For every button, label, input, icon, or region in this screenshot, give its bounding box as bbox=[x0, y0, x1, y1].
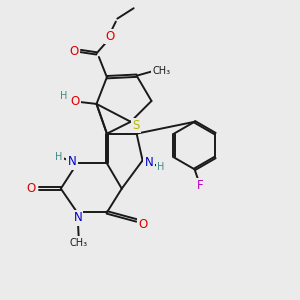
Text: O: O bbox=[138, 218, 147, 231]
Text: H: H bbox=[157, 162, 165, 172]
Text: O: O bbox=[69, 44, 78, 58]
Text: O: O bbox=[70, 95, 80, 108]
Text: CH₃: CH₃ bbox=[152, 66, 171, 76]
Text: H: H bbox=[60, 91, 68, 101]
Text: H: H bbox=[55, 152, 62, 162]
Text: N: N bbox=[68, 155, 76, 168]
Text: N: N bbox=[145, 156, 154, 169]
Text: F: F bbox=[196, 179, 203, 192]
Text: S: S bbox=[132, 119, 140, 132]
Text: O: O bbox=[26, 182, 36, 195]
Text: N: N bbox=[74, 211, 82, 224]
Text: CH₃: CH₃ bbox=[70, 238, 88, 248]
Text: O: O bbox=[105, 30, 114, 43]
